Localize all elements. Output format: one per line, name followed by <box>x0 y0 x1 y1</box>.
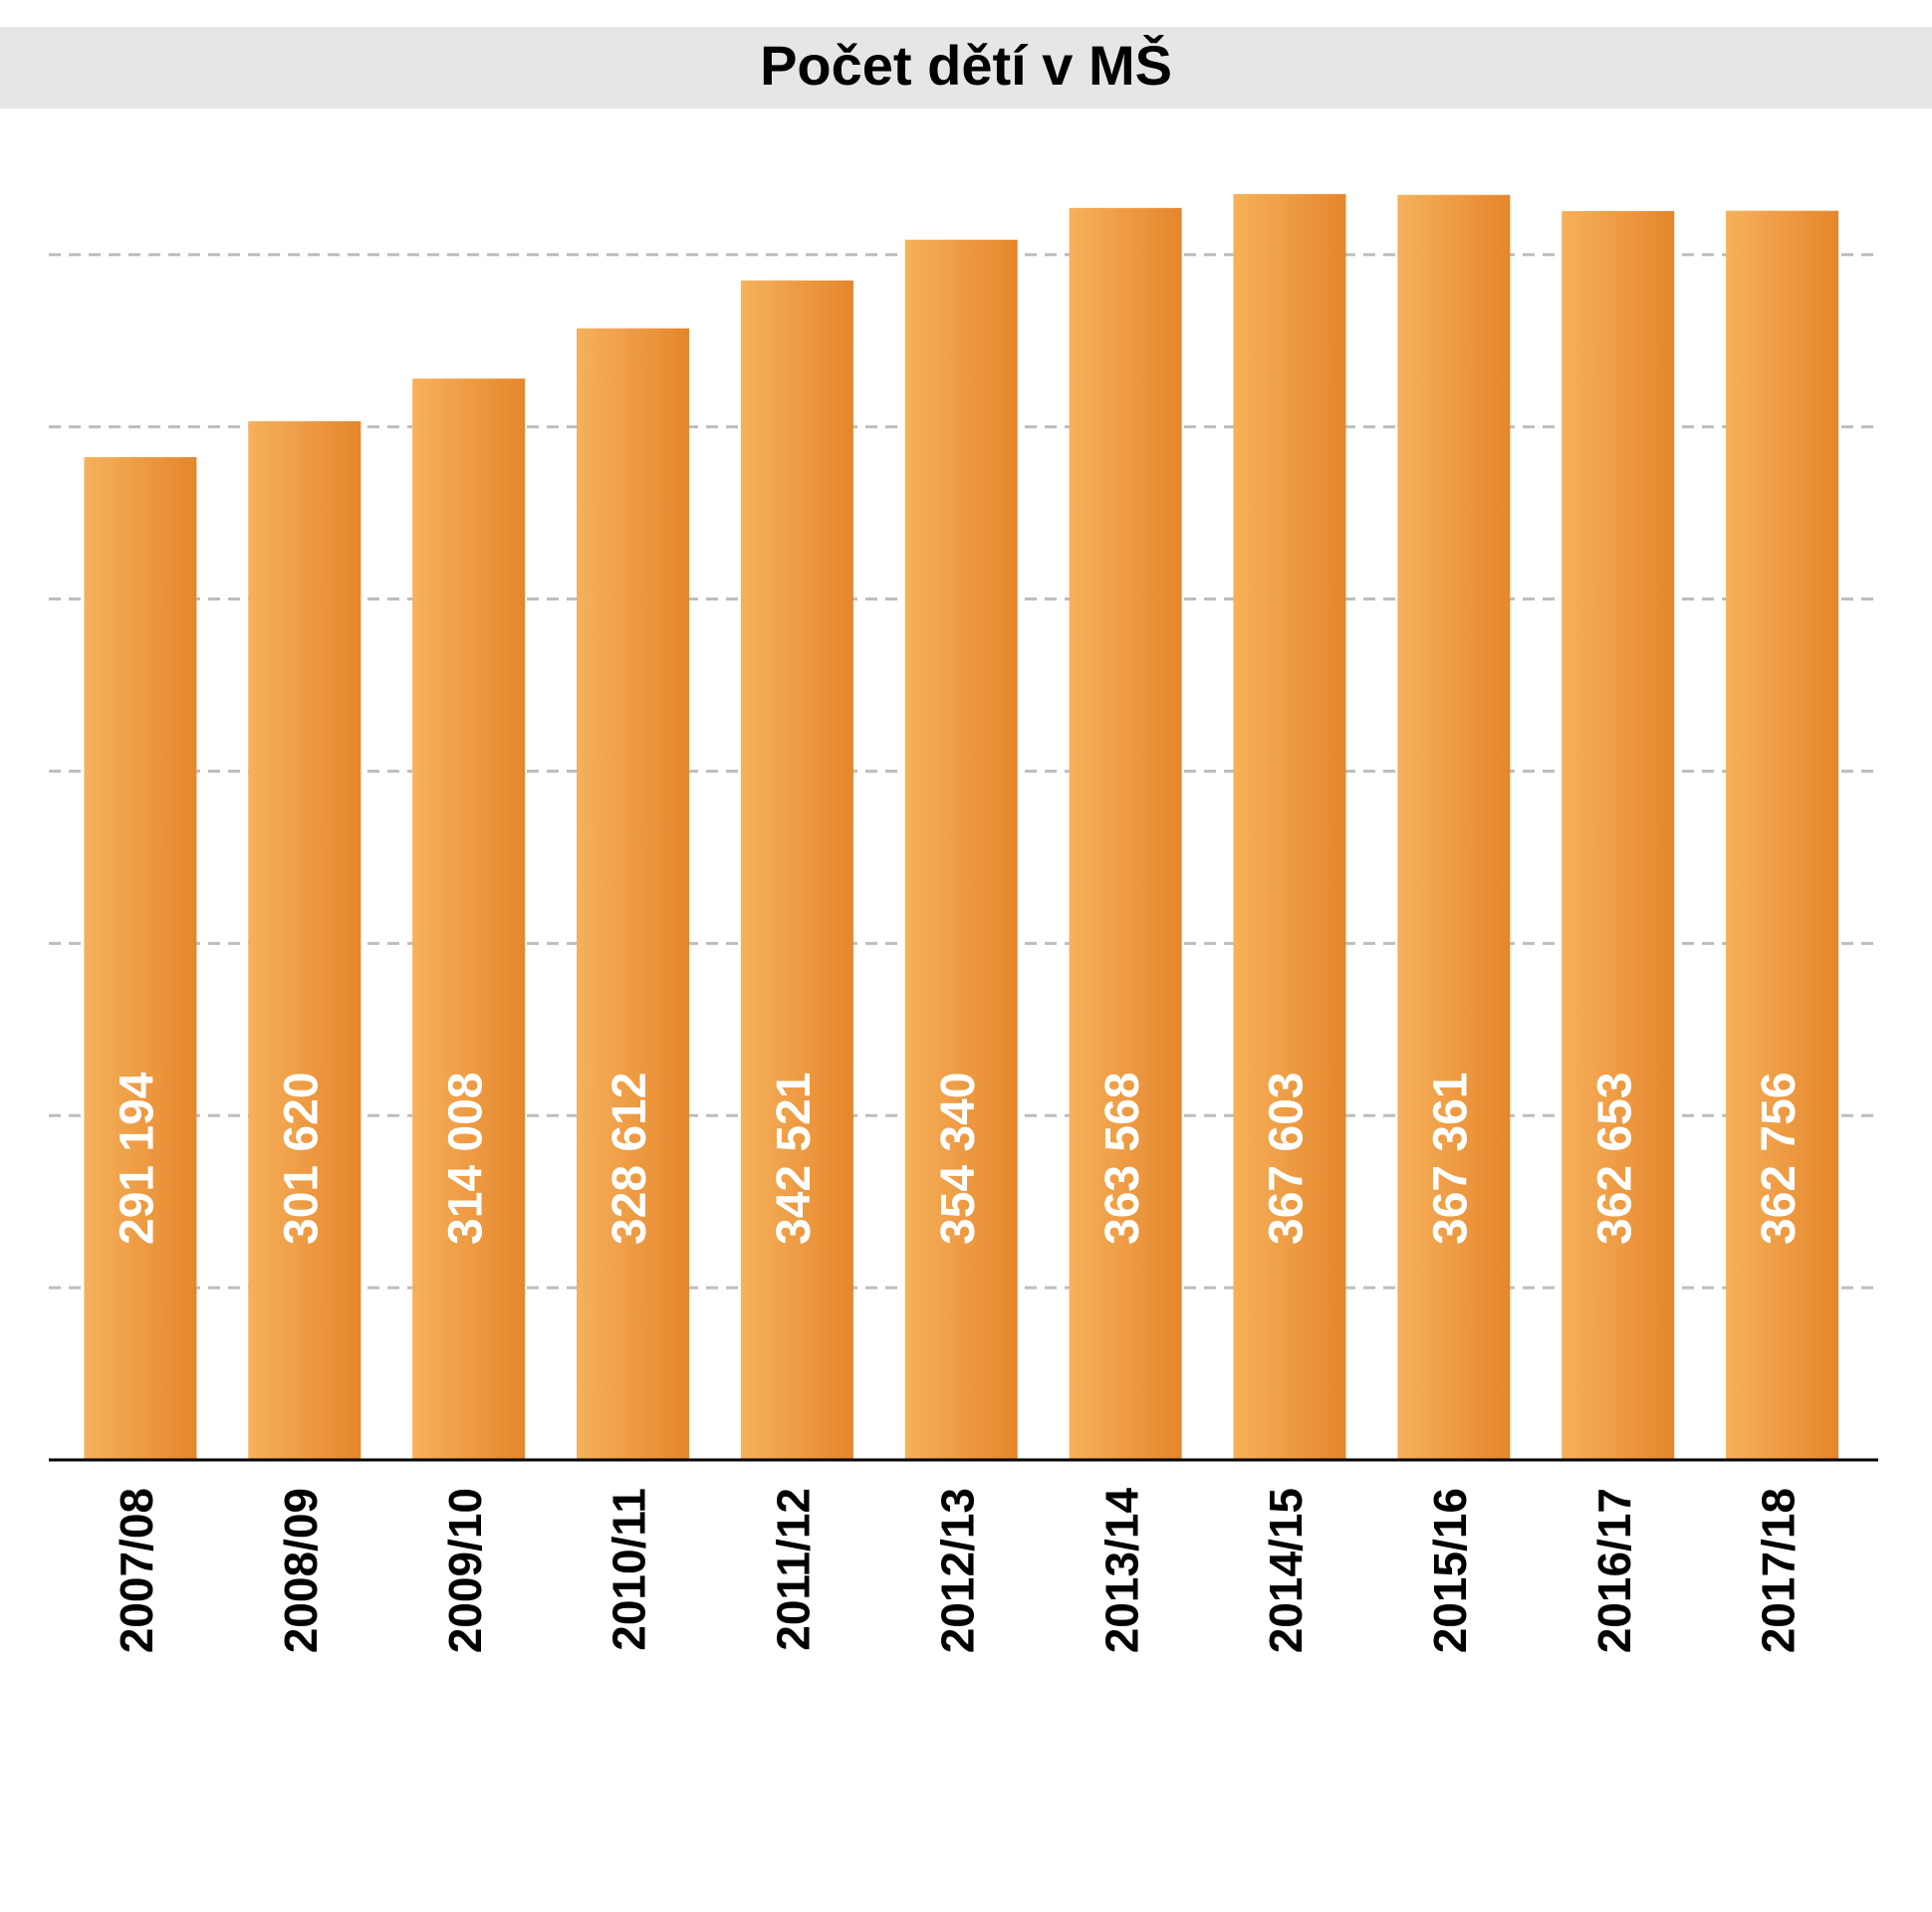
value-label: 342 521 <box>768 1072 821 1245</box>
x-tick-label: 2010/11 <box>604 1488 655 1651</box>
title-bar <box>0 27 1932 109</box>
bar <box>412 378 526 1461</box>
value-label: 291 194 <box>112 1072 164 1245</box>
x-tick-label: 2013/14 <box>1095 1488 1147 1654</box>
x-tick-label: 2007/08 <box>111 1488 162 1653</box>
x-tick-label: 2016/17 <box>1588 1488 1640 1653</box>
bar <box>84 457 197 1460</box>
value-label: 367 603 <box>1261 1072 1314 1245</box>
value-label: 328 612 <box>604 1072 656 1245</box>
x-tick-label: 2011/12 <box>768 1488 820 1651</box>
x-tick-label: 2015/16 <box>1424 1488 1476 1653</box>
value-label: 367 361 <box>1425 1072 1478 1245</box>
bar <box>248 421 362 1460</box>
bar <box>577 328 690 1460</box>
value-label: 362 756 <box>1753 1072 1806 1245</box>
value-label: 354 340 <box>932 1072 985 1245</box>
x-tick-label: 2012/13 <box>931 1488 983 1653</box>
bar <box>1562 210 1675 1460</box>
x-tick-label: 2017/18 <box>1753 1488 1805 1653</box>
x-tick-label: 2009/10 <box>439 1488 491 1653</box>
chart-title: Počet dětí v MŠ <box>760 34 1172 97</box>
value-label: 314 008 <box>439 1072 492 1245</box>
value-label: 362 653 <box>1588 1072 1641 1245</box>
x-tick-label: 2008/09 <box>275 1488 327 1653</box>
bar <box>1397 194 1511 1460</box>
value-label: 363 568 <box>1096 1072 1149 1245</box>
bar <box>1726 210 1839 1460</box>
x-tick-label: 2014/15 <box>1260 1488 1312 1653</box>
bar <box>1233 193 1346 1460</box>
value-label: 301 620 <box>275 1072 328 1245</box>
bar <box>904 239 1018 1460</box>
bar <box>1069 207 1182 1461</box>
bar <box>740 280 853 1461</box>
